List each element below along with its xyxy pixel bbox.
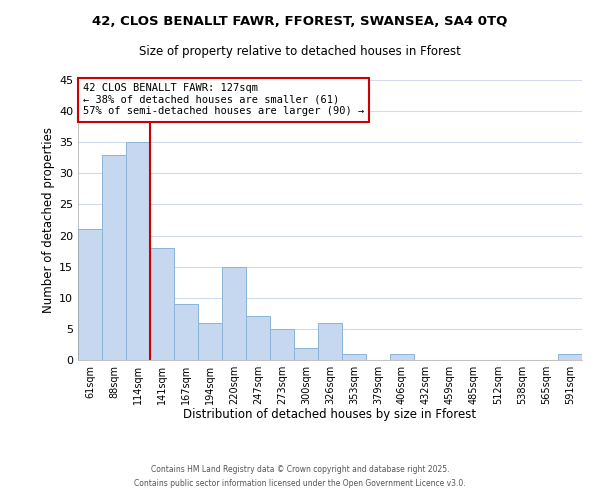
- Y-axis label: Number of detached properties: Number of detached properties: [42, 127, 55, 313]
- Bar: [102, 154, 126, 360]
- Bar: [222, 266, 246, 360]
- Bar: [198, 322, 222, 360]
- Text: Contains HM Land Registry data © Crown copyright and database right 2025.
Contai: Contains HM Land Registry data © Crown c…: [134, 466, 466, 487]
- X-axis label: Distribution of detached houses by size in Fforest: Distribution of detached houses by size …: [184, 408, 476, 422]
- Bar: [390, 354, 414, 360]
- Bar: [558, 354, 582, 360]
- Bar: [150, 248, 174, 360]
- Bar: [318, 322, 342, 360]
- Bar: [126, 142, 150, 360]
- Text: Size of property relative to detached houses in Fforest: Size of property relative to detached ho…: [139, 45, 461, 58]
- Bar: [78, 230, 102, 360]
- Bar: [270, 329, 294, 360]
- Bar: [342, 354, 366, 360]
- Bar: [246, 316, 270, 360]
- Text: 42 CLOS BENALLT FAWR: 127sqm
← 38% of detached houses are smaller (61)
57% of se: 42 CLOS BENALLT FAWR: 127sqm ← 38% of de…: [83, 83, 364, 116]
- Text: 42, CLOS BENALLT FAWR, FFOREST, SWANSEA, SA4 0TQ: 42, CLOS BENALLT FAWR, FFOREST, SWANSEA,…: [92, 15, 508, 28]
- Bar: [294, 348, 318, 360]
- Bar: [174, 304, 198, 360]
